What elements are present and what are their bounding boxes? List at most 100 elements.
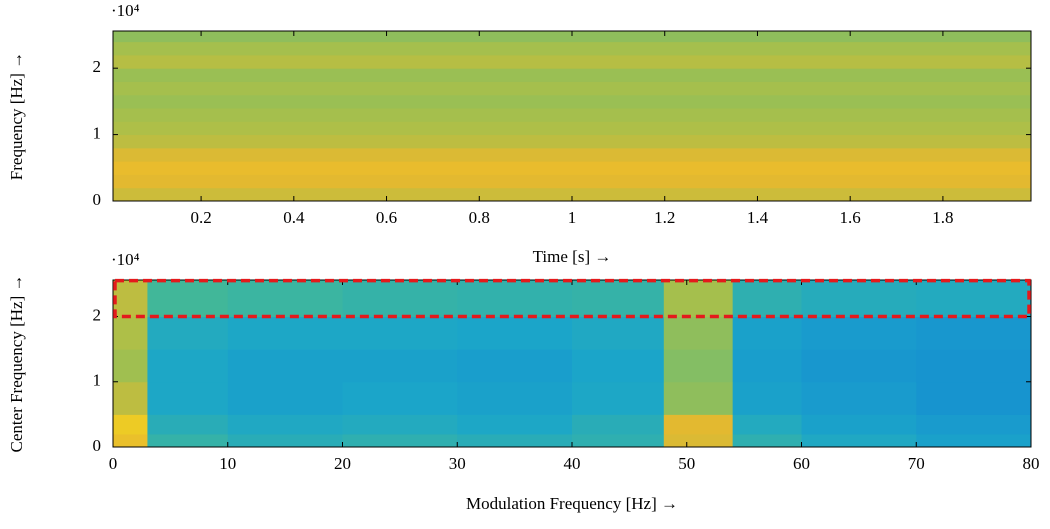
x-tick-label: 0.8 xyxy=(469,208,490,227)
heatmap-cell xyxy=(663,316,734,350)
heatmap-cell xyxy=(113,174,1032,189)
heatmap-cell xyxy=(801,280,917,318)
heatmap-cell xyxy=(663,349,734,383)
x-axis-label: Time [s] → xyxy=(533,247,612,266)
heatmap-cell xyxy=(663,433,734,448)
heatmap-cell xyxy=(663,280,734,318)
heatmap-cell xyxy=(732,433,802,448)
heatmap-cell xyxy=(113,41,1032,56)
heatmap-cell xyxy=(457,349,573,383)
heatmap-cell xyxy=(342,433,458,448)
heatmap-cell xyxy=(732,280,802,318)
x-tick-label: 0.4 xyxy=(283,208,305,227)
heatmap-cell xyxy=(342,280,458,318)
heatmap-cell xyxy=(113,94,1032,109)
heatmap-cell xyxy=(147,414,229,435)
heatmap-cell xyxy=(227,280,343,318)
heatmap-cell xyxy=(457,280,573,318)
heatmap-cell xyxy=(663,414,734,435)
heatmap-cell xyxy=(113,31,1032,43)
heatmap-cell xyxy=(147,433,229,448)
x-tick-label: 1 xyxy=(568,208,577,227)
heatmap-cell xyxy=(227,414,343,435)
x-axis-label: Modulation Frequency [Hz] → xyxy=(466,494,678,513)
y-tick-label: 1 xyxy=(93,371,102,390)
heatmap-cell xyxy=(732,316,802,350)
x-tick-label: 30 xyxy=(449,454,466,473)
heatmap-cell xyxy=(227,349,343,383)
heatmap-cell xyxy=(113,280,148,318)
heatmap-cell xyxy=(147,349,229,383)
heatmap-cell xyxy=(801,414,917,435)
heatmap-cell xyxy=(113,316,148,350)
heatmap-cell xyxy=(916,349,1032,383)
x-tick-label: 20 xyxy=(334,454,351,473)
highlight-box xyxy=(113,278,1031,319)
x-tick-label: 1.4 xyxy=(747,208,769,227)
heatmap-cell xyxy=(227,433,343,448)
heatmap-cell xyxy=(227,381,343,415)
y-tick-label: 0 xyxy=(93,190,102,209)
y-axis-label: Center Frequency [Hz] → xyxy=(7,275,26,453)
heatmap-cell xyxy=(147,280,229,318)
x-tick-label: 80 xyxy=(1023,454,1040,473)
heatmap-cell xyxy=(457,316,573,350)
heatmap-cell xyxy=(342,349,458,383)
heatmap-cell xyxy=(732,381,802,415)
heatmap-cell xyxy=(916,433,1032,448)
x-tick-label: 0 xyxy=(109,454,118,473)
heatmap-cell xyxy=(342,414,458,435)
y-tick-label: 1 xyxy=(93,124,102,143)
heatmap-cell xyxy=(113,147,1032,162)
x-tick-label: 1.8 xyxy=(932,208,953,227)
heatmap-cell xyxy=(732,349,802,383)
heatmap-cell xyxy=(572,280,665,318)
heatmap-cell xyxy=(227,316,343,350)
heatmap-cell xyxy=(572,414,665,435)
heatmap-cell xyxy=(113,414,148,435)
heatmap-cell xyxy=(113,433,148,448)
x-tick-label: 1.2 xyxy=(654,208,675,227)
heatmap-cell xyxy=(113,187,1032,202)
heatmap-cell xyxy=(457,433,573,448)
heatmap-cell xyxy=(801,433,917,448)
heatmap-cell xyxy=(572,381,665,415)
x-tick-label: 60 xyxy=(793,454,810,473)
heatmap-cell xyxy=(457,414,573,435)
x-tick-label: 1.6 xyxy=(840,208,861,227)
x-tick-label: 70 xyxy=(908,454,925,473)
heatmap-cell xyxy=(113,134,1032,149)
y-scale-label: ·10⁴ xyxy=(111,250,140,269)
heatmap-cell xyxy=(916,280,1032,318)
heatmap-cell xyxy=(663,381,734,415)
x-tick-label: 10 xyxy=(219,454,236,473)
heatmap-cell xyxy=(916,414,1032,435)
heatmap-cell xyxy=(113,121,1032,136)
heatmap-cell xyxy=(572,433,665,448)
y-axis-label: Frequency [Hz] → xyxy=(7,52,26,180)
heatmap-cell xyxy=(342,381,458,415)
y-tick-label: 2 xyxy=(93,305,102,324)
heatmap-cell xyxy=(113,108,1032,122)
x-tick-label: 0.2 xyxy=(190,208,211,227)
x-tick-label: 50 xyxy=(678,454,695,473)
heatmap-cell xyxy=(113,161,1032,175)
heatmap-cell xyxy=(801,349,917,383)
y-scale-label: ·10⁴ xyxy=(111,1,140,20)
heatmap-cell xyxy=(147,316,229,350)
heatmap-cell xyxy=(732,414,802,435)
heatmap-cell xyxy=(572,316,665,350)
heatmap-cell xyxy=(113,54,1032,69)
heatmap-cell xyxy=(147,381,229,415)
y-tick-label: 0 xyxy=(93,436,102,455)
heatmap-cell xyxy=(113,81,1032,96)
heatmap-cell xyxy=(916,381,1032,415)
x-tick-label: 40 xyxy=(564,454,581,473)
heatmap-cell xyxy=(572,349,665,383)
y-tick-label: 2 xyxy=(93,57,102,76)
heatmap-cell xyxy=(342,316,458,350)
heatmap-cell xyxy=(457,381,573,415)
x-tick-label: 0.6 xyxy=(376,208,397,227)
heatmap-cell xyxy=(113,68,1032,82)
